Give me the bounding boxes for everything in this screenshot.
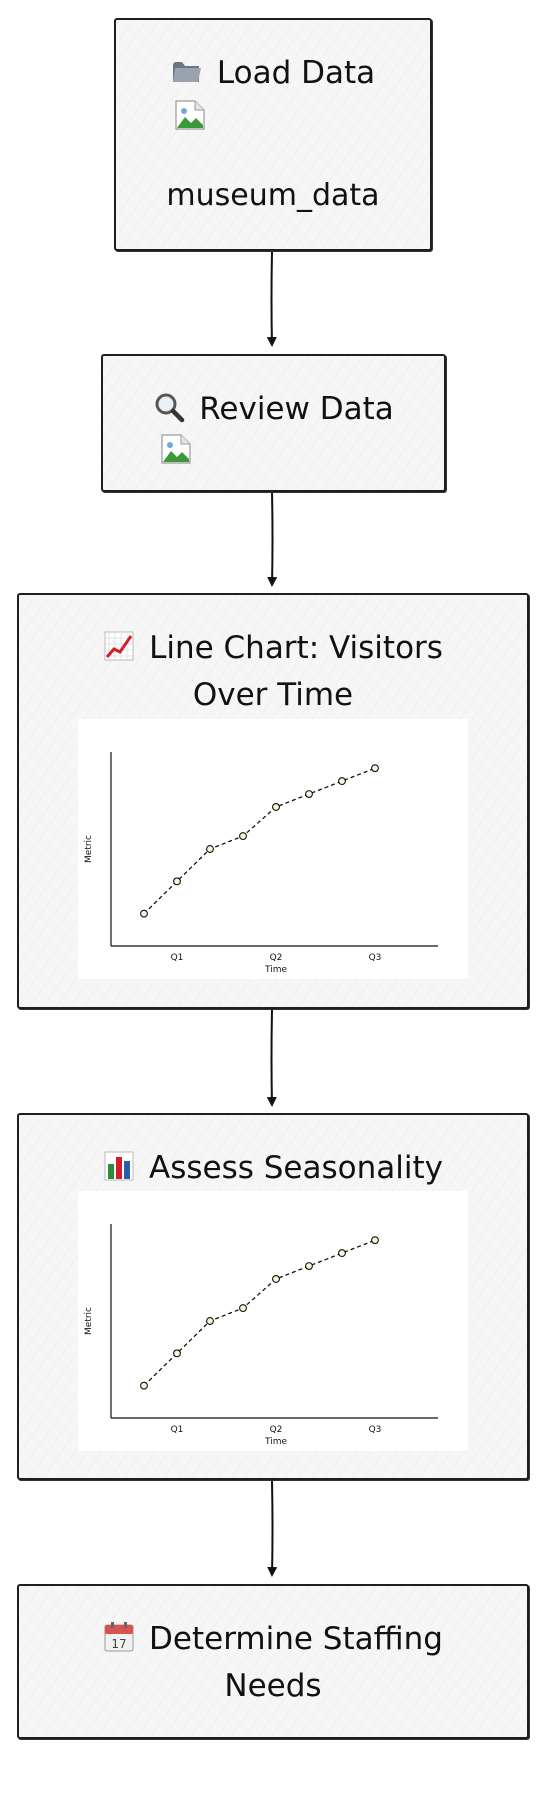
x-tick-label: Q3 [369, 1425, 382, 1435]
node-load-data-label: Load Data [216, 55, 376, 91]
node-load-data[interactable]: Load Data museum_data [114, 18, 432, 251]
node-seasonality-label: Assess Seasonality [149, 1150, 443, 1186]
node-line-chart-title: Line Chart: Visitors [19, 625, 527, 672]
series-line [143, 767, 376, 915]
broken-image-icon [175, 100, 205, 130]
node-review-data[interactable]: Review Data [101, 354, 446, 492]
node-staffing-title-2: Needs [224, 1668, 322, 1704]
bar-chart-icon [104, 1151, 134, 1181]
data-point [272, 1275, 280, 1283]
edge-linechart-to-seasonality [266, 1009, 277, 1107]
data-point [305, 1262, 313, 1270]
x-axis-label: Time [264, 965, 287, 975]
data-point [272, 803, 280, 811]
data-point [140, 1381, 148, 1390]
edge-review-to-linechart [267, 491, 278, 587]
x-tick-label: Q2 [270, 1425, 283, 1435]
data-point [140, 909, 148, 918]
chart-up-icon [104, 631, 134, 661]
seasonality-chart-panel: Q1 Q2 Q3 Time Metric [78, 1191, 468, 1451]
data-point [206, 1317, 214, 1325]
node-determine-staffing[interactable]: 17 Determine Staffing Needs [17, 1584, 529, 1739]
node-review-data-label: Review Data [199, 391, 394, 427]
x-tick-label: Q3 [369, 953, 382, 963]
data-point [206, 845, 214, 853]
calendar-day: 17 [111, 1637, 126, 1651]
data-point [239, 1304, 247, 1313]
folder-icon [172, 62, 201, 82]
node-line-chart-title-2: Over Time [192, 677, 354, 713]
node-review-data-title: Review Data [103, 386, 444, 433]
calendar-icon: 17 [104, 1622, 134, 1652]
node-load-data-subtext: museum_data [166, 178, 380, 213]
magnifier-icon [155, 393, 185, 423]
seasonality-line-chart: Q1 Q2 Q3 Time Metric [84, 1224, 438, 1447]
broken-image-icon [161, 434, 191, 464]
node-staffing-title: 17 Determine Staffing [19, 1616, 527, 1663]
x-tick-label: Q1 [171, 953, 184, 963]
node-staffing-label-1: Determine Staffing [149, 1621, 443, 1657]
line-chart-panel: Q1 Q2 Q3 Time Metric [78, 719, 468, 979]
y-axis-label: Metric [84, 1307, 94, 1335]
node-line-chart[interactable]: Line Chart: Visitors Over Time Q1 Q2 Q3 Tim… [17, 593, 529, 1009]
data-point [371, 1236, 379, 1245]
edge-seasonality-to-staffing [267, 1480, 278, 1577]
x-tick-label: Q2 [270, 953, 283, 963]
node-load-data-title: Load Data [116, 50, 430, 97]
node-assess-seasonality[interactable]: Assess Seasonality Q1 Q2 Q3 Time Metric [17, 1113, 529, 1480]
data-point [239, 832, 247, 841]
data-point [371, 764, 379, 773]
data-point [173, 877, 181, 886]
series-line [143, 1239, 376, 1387]
data-point [305, 790, 313, 798]
data-point [173, 1349, 181, 1358]
y-axis-label: Metric [84, 835, 94, 863]
data-point [338, 777, 346, 786]
node-line-chart-label-1: Line Chart: Visitors [149, 630, 443, 666]
node-seasonality-title: Assess Seasonality [19, 1145, 527, 1192]
x-axis-label: Time [264, 1437, 287, 1447]
data-point [338, 1249, 346, 1258]
x-tick-label: Q1 [171, 1425, 184, 1435]
visitors-line-chart: Q1 Q2 Q3 Time Metric [84, 752, 438, 975]
edge-load-to-review [266, 251, 277, 347]
